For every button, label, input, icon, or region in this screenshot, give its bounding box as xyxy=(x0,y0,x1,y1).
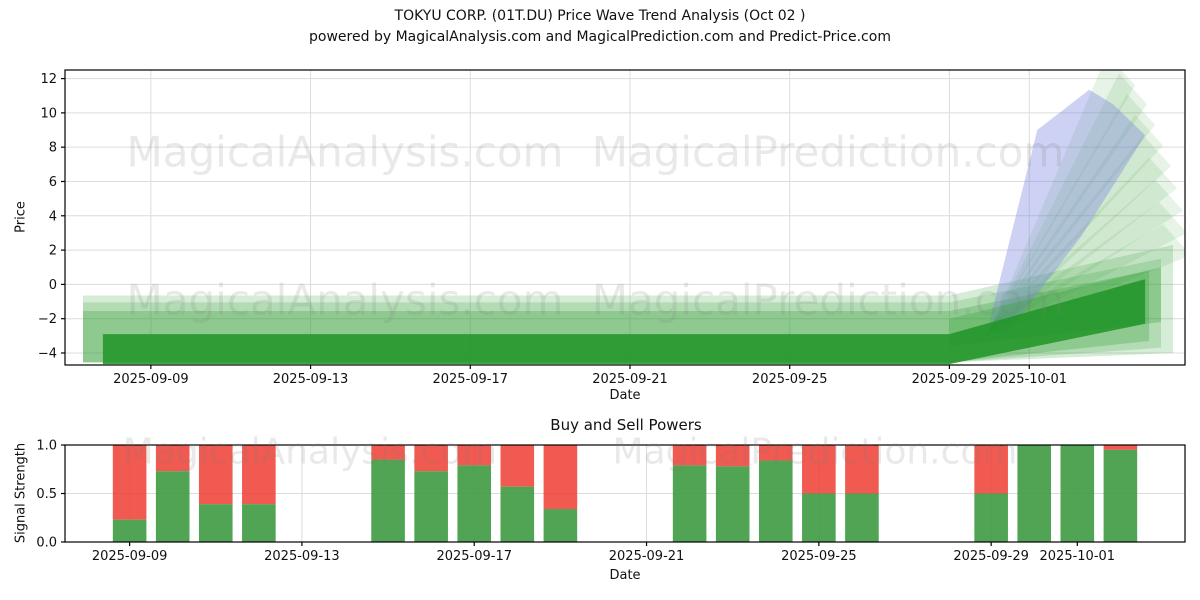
bar-sell-segment xyxy=(1103,445,1138,450)
x-tick-label: 2025-09-13 xyxy=(264,549,340,564)
bar-sell-segment xyxy=(198,445,233,505)
y-tick-label: −2 xyxy=(38,312,57,327)
bar-sell-segment xyxy=(112,445,147,520)
top-date-axis-label: Date xyxy=(609,388,641,403)
plot-shapes xyxy=(112,445,1138,542)
bar-buy-segment xyxy=(1103,449,1138,542)
figure-title-line2: powered by MagicalAnalysis.com and Magic… xyxy=(309,29,891,45)
bar-sell-segment xyxy=(414,445,448,472)
x-tick-label: 2025-09-25 xyxy=(781,549,857,564)
fan-ray xyxy=(985,179,1183,338)
x-tick-label: 2025-09-17 xyxy=(436,549,512,564)
x-tick-label: 2025-10-01 xyxy=(991,372,1067,387)
bar-sell-segment xyxy=(500,445,535,487)
bar-buy-segment xyxy=(758,460,793,542)
chart-buy-sell-powers: 2025-09-09 2025-09-13 2025-09-17 2025-09-21… xyxy=(36,439,1186,565)
bar-buy-segment xyxy=(543,509,578,542)
bar-sell-segment xyxy=(371,445,405,460)
x-tick-label: 2025-10-01 xyxy=(1040,549,1116,564)
gridlines xyxy=(65,444,1185,543)
bottom-chart-title: Buy and Sell Powers xyxy=(550,416,702,434)
bar-buy-segment xyxy=(198,504,233,542)
bar-buy-segment xyxy=(802,493,836,542)
bar-sell-segment xyxy=(155,445,190,472)
bar-buy-segment xyxy=(1060,445,1095,542)
bar-sell-segment xyxy=(802,445,836,494)
bar-sell-segment xyxy=(715,445,750,467)
bar-buy-segment xyxy=(414,471,448,542)
fan-ray xyxy=(985,202,1185,338)
x-tick-label: 2025-09-29 xyxy=(912,372,988,387)
fan-ray xyxy=(985,157,1177,338)
x-tick-label: 2025-09-17 xyxy=(432,372,508,387)
bar-buy-segment xyxy=(715,466,750,542)
bar-sell-segment xyxy=(242,445,276,505)
y-tick-label: −4 xyxy=(38,346,57,361)
plot-shapes xyxy=(83,70,1185,365)
fan-ray xyxy=(985,94,1156,338)
bar-sell-segment xyxy=(758,445,793,461)
bar-buy-segment xyxy=(112,519,147,542)
x-tick-label: 2025-09-13 xyxy=(273,372,349,387)
x-tick-label: 2025-09-21 xyxy=(592,372,668,387)
bottom-date-axis-label: Date xyxy=(609,568,641,583)
bar-buy-segment xyxy=(672,465,707,542)
y-tick-label: 0.5 xyxy=(36,487,57,502)
x-tick-label: 2025-09-09 xyxy=(92,549,168,564)
chart-price-wave: 2025-09-09 2025-09-13 2025-09-17 2025-09-21… xyxy=(38,69,1186,387)
bar-buy-segment xyxy=(371,459,405,542)
fan-ray xyxy=(985,114,1163,338)
bar-buy-segment xyxy=(845,493,879,542)
dark-core-band xyxy=(102,279,1146,365)
bar-buy-segment xyxy=(1017,445,1052,542)
bar-buy-segment xyxy=(242,504,276,542)
tick-labels: 2025-09-09 2025-09-13 2025-09-17 2025-09-21… xyxy=(38,72,1067,387)
bar-sell-segment xyxy=(543,445,578,510)
axes-spines xyxy=(64,69,1186,366)
y-tick-label: 0.0 xyxy=(36,536,57,551)
blue-forecast-band xyxy=(989,89,1146,336)
y-tick-label: 8 xyxy=(49,141,57,156)
x-tick-label: 2025-09-21 xyxy=(609,549,685,564)
tick-labels: 2025-09-09 2025-09-13 2025-09-17 2025-09-21… xyxy=(36,439,1115,565)
y-tick-label: 0 xyxy=(49,278,57,293)
x-tick-label: 2025-09-29 xyxy=(953,549,1029,564)
fan-ray xyxy=(985,135,1171,338)
y-tick-label: 12 xyxy=(40,72,57,87)
bar-sell-segment xyxy=(974,445,1008,494)
bar-buy-segment xyxy=(974,493,1008,542)
y-tick-label: 2 xyxy=(49,244,57,259)
x-tick-label: 2025-09-25 xyxy=(752,372,828,387)
bar-sell-segment xyxy=(457,445,492,466)
bar-sell-segment xyxy=(845,445,879,494)
bar-sell-segment xyxy=(672,445,707,466)
y-tick-label: 10 xyxy=(40,106,57,121)
y-tick-label: 4 xyxy=(49,209,57,224)
y-tick-label: 6 xyxy=(49,175,57,190)
y-tick-label: 1.0 xyxy=(36,439,57,454)
bar-buy-segment xyxy=(457,465,492,542)
bar-buy-segment xyxy=(500,486,535,542)
fan-ray xyxy=(985,73,1148,338)
gridlines xyxy=(65,70,1185,365)
outer-light-band xyxy=(83,244,1173,363)
x-tick-label: 2025-09-09 xyxy=(113,372,189,387)
fan-ray xyxy=(985,224,1185,338)
figure-title-line1: TOKYU CORP. (01T.DU) Price Wave Trend An… xyxy=(394,8,806,24)
bar-buy-segment xyxy=(155,471,190,542)
fan-ray xyxy=(985,70,1136,338)
